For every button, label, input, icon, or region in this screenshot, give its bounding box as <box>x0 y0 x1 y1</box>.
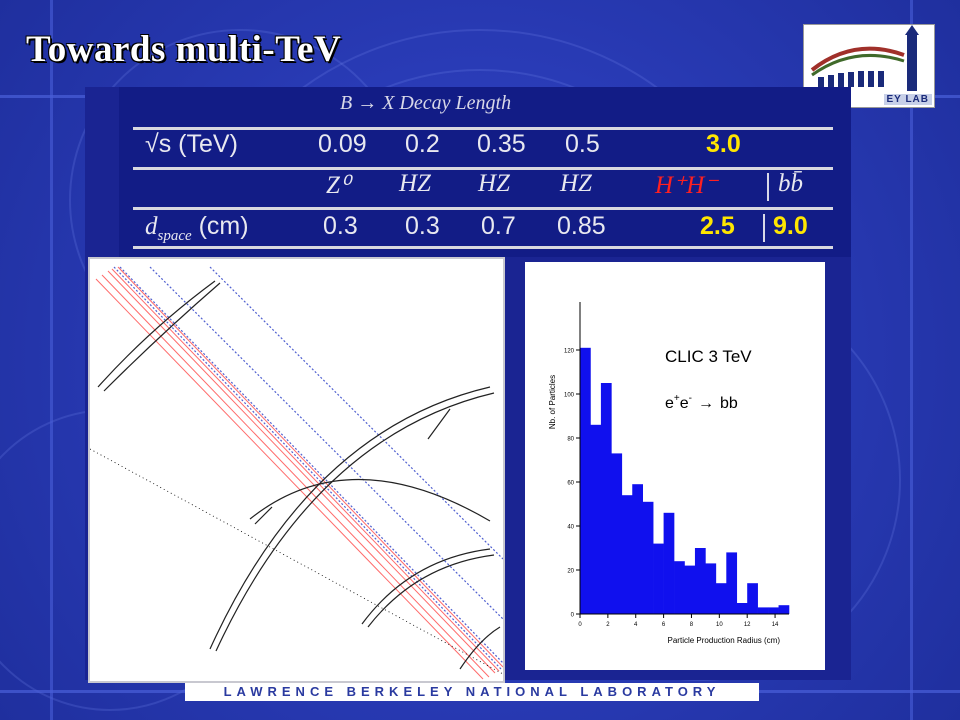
table-cell: 0.2 <box>405 130 440 158</box>
table-cell-highlight: 3.0 <box>706 130 741 158</box>
background-rule <box>910 0 913 720</box>
histogram-bar <box>663 512 675 614</box>
histogram-bar <box>580 347 591 614</box>
x-tick-label: 6 <box>662 622 666 628</box>
process-electron2: e <box>680 395 689 412</box>
event-display-svg <box>89 266 504 680</box>
x-tick-label: 0 <box>578 622 582 628</box>
y-axis-label: Nb. of Particles <box>548 375 557 429</box>
table-cell-highlight: 9.0 <box>773 212 808 240</box>
table-cell: 0.3 <box>323 212 358 240</box>
lab-logo: EY LAB <box>803 24 935 108</box>
table-cell: bb̄ <box>778 170 803 197</box>
process-plus: + <box>674 393 680 404</box>
histogram-bar <box>590 424 602 614</box>
histogram-bar <box>694 548 706 614</box>
histogram-bar <box>600 383 612 614</box>
table-row-label-dspace: dspace (cm) <box>145 212 249 245</box>
event-display <box>88 257 505 683</box>
table-cell: HZ <box>399 170 431 197</box>
table-rule <box>133 246 833 249</box>
histogram-bar <box>778 605 790 614</box>
process-arrow: → <box>698 395 714 412</box>
table-rule <box>133 127 833 130</box>
histogram-bar <box>747 583 758 614</box>
x-axis-ticks: 0 2 4 6 8 10 12 14 <box>578 614 779 628</box>
x-tick-label: 2 <box>606 622 610 628</box>
table-cell: 0.35 <box>477 130 526 158</box>
y-axis-ticks: 0 20 40 60 80 100 120 <box>564 349 580 619</box>
histogram-bar <box>715 583 727 614</box>
table-rule <box>133 167 833 170</box>
histogram-bar <box>705 563 717 614</box>
table-cell: 0.7 <box>481 212 516 240</box>
histogram-chart: 0 20 40 60 80 100 120 0 2 4 6 8 10 12 14 CLIC 3 TeV e… <box>548 302 790 645</box>
table-cell: 0.5 <box>565 130 600 158</box>
histogram-bar <box>642 501 654 614</box>
y-tick-label: 60 <box>567 481 574 487</box>
table-rule <box>133 207 833 210</box>
histogram-bar <box>684 565 696 614</box>
table-cell-red: H⁺H⁻ <box>655 172 718 199</box>
y-tick-label: 120 <box>564 349 575 355</box>
table-title-text: B → X Decay Length <box>340 92 512 114</box>
process-final: bb <box>720 395 738 412</box>
table-row-label-energy: √s (TeV) <box>145 130 238 158</box>
y-tick-label: 20 <box>567 569 574 575</box>
table-cell: 0.09 <box>318 130 367 158</box>
histogram-bars <box>580 347 790 614</box>
annotation-clic: CLIC 3 TeV <box>665 347 752 366</box>
footer-text: LAWRENCE BERKELEY NATIONAL LABORATORY <box>223 684 721 699</box>
table-cell: HZ <box>560 170 592 197</box>
y-tick-label: 40 <box>567 525 574 531</box>
slide-title: Towards multi-TeV <box>26 29 342 70</box>
histogram-bar <box>757 607 769 614</box>
histogram-bar <box>768 607 779 614</box>
annotation-process: e+e- → bb <box>665 393 738 412</box>
table-cell: 0.3 <box>405 212 440 240</box>
process-minus: - <box>689 393 692 404</box>
background-rule <box>50 0 53 720</box>
y-tick-label: 80 <box>567 437 574 443</box>
y-tick-label: 0 <box>571 613 575 619</box>
histogram-bar <box>621 495 633 614</box>
footer-banner: LAWRENCE BERKELEY NATIONAL LABORATORY <box>185 683 759 701</box>
histogram-bar <box>611 453 623 614</box>
table-cell: HZ <box>478 170 510 197</box>
table-title: B → X Decay Length <box>340 92 511 115</box>
y-tick-label: 100 <box>564 393 575 399</box>
dspace-subscript: space <box>157 228 192 244</box>
table-cell: Z⁰ <box>326 172 350 199</box>
histogram-frame: 0 20 40 60 80 100 120 0 2 4 6 8 10 12 14 CLIC 3 TeV e… <box>525 262 825 670</box>
process-electron: e <box>665 395 674 412</box>
histogram-bar <box>632 484 643 614</box>
x-tick-label: 10 <box>716 622 723 628</box>
x-tick-label: 12 <box>744 622 751 628</box>
histogram-bar <box>674 561 685 614</box>
x-axis-label: Particle Production Radius (cm) <box>668 636 781 645</box>
decay-length-table <box>119 87 851 257</box>
x-tick-label: 14 <box>772 622 779 628</box>
table-cell-highlight: 2.5 <box>700 212 735 240</box>
x-tick-label: 8 <box>690 622 694 628</box>
histogram-bar <box>653 543 664 614</box>
lab-logo-icon <box>810 25 919 91</box>
table-cell: 0.85 <box>557 212 606 240</box>
dspace-unit: (cm) <box>198 212 249 240</box>
histogram-bar <box>736 603 748 614</box>
histogram-bar <box>726 552 738 614</box>
table-separator <box>763 214 765 242</box>
table-separator <box>767 173 769 201</box>
lab-logo-text: EY LAB <box>883 94 932 105</box>
x-tick-label: 4 <box>634 622 638 628</box>
dspace-symbol: d <box>145 213 158 240</box>
